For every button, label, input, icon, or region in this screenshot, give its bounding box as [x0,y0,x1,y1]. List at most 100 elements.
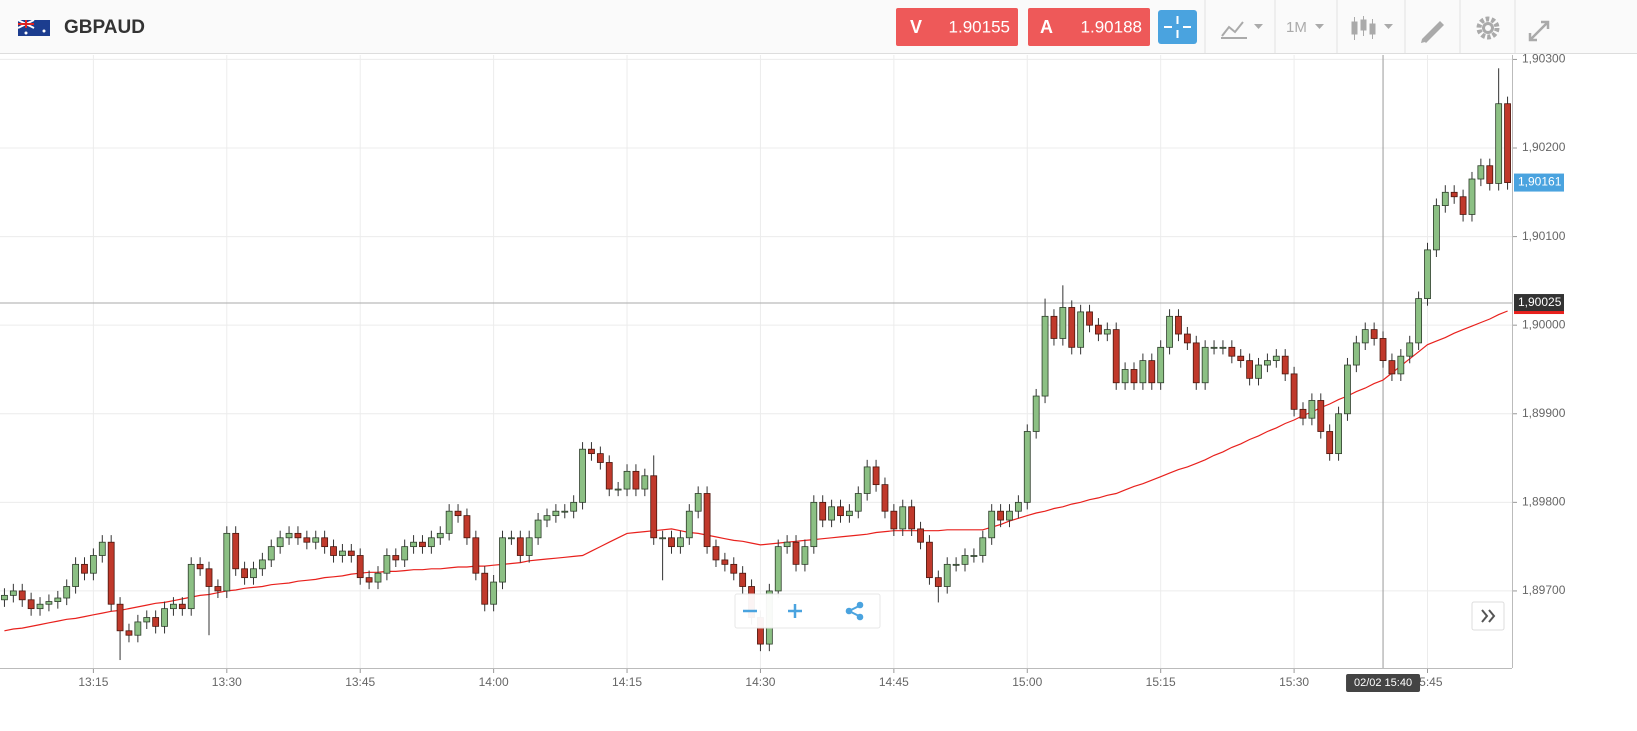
y-tick-label: 1,90000 [1522,317,1566,331]
candle-body [161,608,168,627]
sell-label: V [910,17,922,37]
candle-body [1183,333,1191,344]
candle-body [214,586,222,592]
candle-body [1192,342,1200,384]
ma-marker [1514,311,1564,315]
y-tick-label: 1,89900 [1522,406,1566,420]
candle-body [943,563,951,587]
share-button[interactable] [845,601,864,621]
candle-body [534,519,542,539]
candle-body [1424,249,1431,300]
candle-body [596,453,604,463]
zoom-in-button[interactable] [788,604,802,618]
buy-button[interactable]: A 1.90188 [1028,8,1150,46]
candle-body [650,475,658,539]
candle-body [401,546,409,561]
candle-body [1068,307,1076,348]
x-tick-label: 15:00 [1012,675,1042,689]
draw-button[interactable] [1421,21,1444,43]
candle-body [294,532,302,539]
candle-body [1023,431,1031,503]
sell-button[interactable]: V 1.90155 [896,8,1018,46]
candle-body [979,537,987,556]
candle-body [961,555,969,565]
candle-body [677,537,684,548]
candle-body [276,537,284,548]
candle-body [454,510,462,517]
candle-body [365,577,373,583]
candle-body [1477,165,1485,180]
candle-body [810,501,818,548]
candle-body [170,603,177,610]
candle-body [27,599,35,610]
fullscreen-button[interactable] [1528,20,1550,42]
candle-body [1166,315,1173,348]
zoom-bar [734,593,881,629]
candle-body [730,563,738,574]
candle-body [72,563,79,587]
candle-body [303,537,311,543]
candle-body [1281,355,1289,375]
candle-body [1290,373,1298,410]
candle-body [970,555,978,557]
candle-body [570,501,578,512]
candle-body [1210,346,1218,349]
candle-body [1370,329,1378,339]
candle-body [258,559,266,570]
candle-body [205,568,213,587]
candle-body [1379,338,1387,362]
candle-body [285,532,293,539]
candle-body [890,510,898,530]
symbol: GBPAUD [64,17,145,38]
candle-body [481,572,489,605]
buy-label: A [1040,17,1053,37]
candle-body [419,541,426,548]
candle-body [1450,191,1458,198]
candle-body [1433,205,1440,251]
candle-body [1486,165,1494,184]
last-price-box [1514,173,1564,192]
candle-body [872,466,880,486]
candle-body [374,572,382,583]
candle-body [1103,329,1111,335]
settings-button[interactable] [1476,16,1500,40]
flag-icon [17,19,50,36]
candle-style-button[interactable] [1351,16,1393,40]
candle-body [525,537,533,556]
timeframe-button[interactable]: 1M [1286,19,1324,36]
candle-body [1006,510,1013,521]
candle-body [516,537,524,556]
x-tick-label: 13:45 [345,675,375,689]
crosshair-button[interactable] [1158,10,1197,44]
y-tick-label: 1,89800 [1522,495,1566,509]
candle-body [383,555,391,574]
candle-body [934,577,942,587]
candle-body [1441,191,1449,206]
candle-body [45,601,53,605]
candle-body [152,617,160,627]
timeframe: 1M [1286,19,1307,36]
candle-body [908,506,916,530]
chart-type-button[interactable] [1221,21,1263,39]
candle-body [356,555,364,579]
candle-body [187,563,195,610]
header-bar [0,0,1637,53]
candle-body [1032,395,1040,432]
candle-body [801,546,809,565]
candle-body [1201,346,1209,384]
sell-price: 1.90155 [949,17,1010,36]
candle-body [997,510,1004,521]
candle-body [347,550,355,556]
candle-body [1246,360,1254,379]
candle-body [312,537,320,543]
scroll-right-button[interactable] [1471,601,1505,631]
candle-body [1397,355,1405,375]
candle-body [36,603,44,610]
y-tick-label: 1,90300 [1522,52,1566,66]
crosshair-time-label: 02/02 15:40 [1354,677,1412,689]
candle-body [792,541,800,565]
candle-body [1228,346,1236,357]
candle-body [89,555,97,574]
y-tick-label: 1,90200 [1522,140,1566,154]
candle-body [668,537,675,548]
